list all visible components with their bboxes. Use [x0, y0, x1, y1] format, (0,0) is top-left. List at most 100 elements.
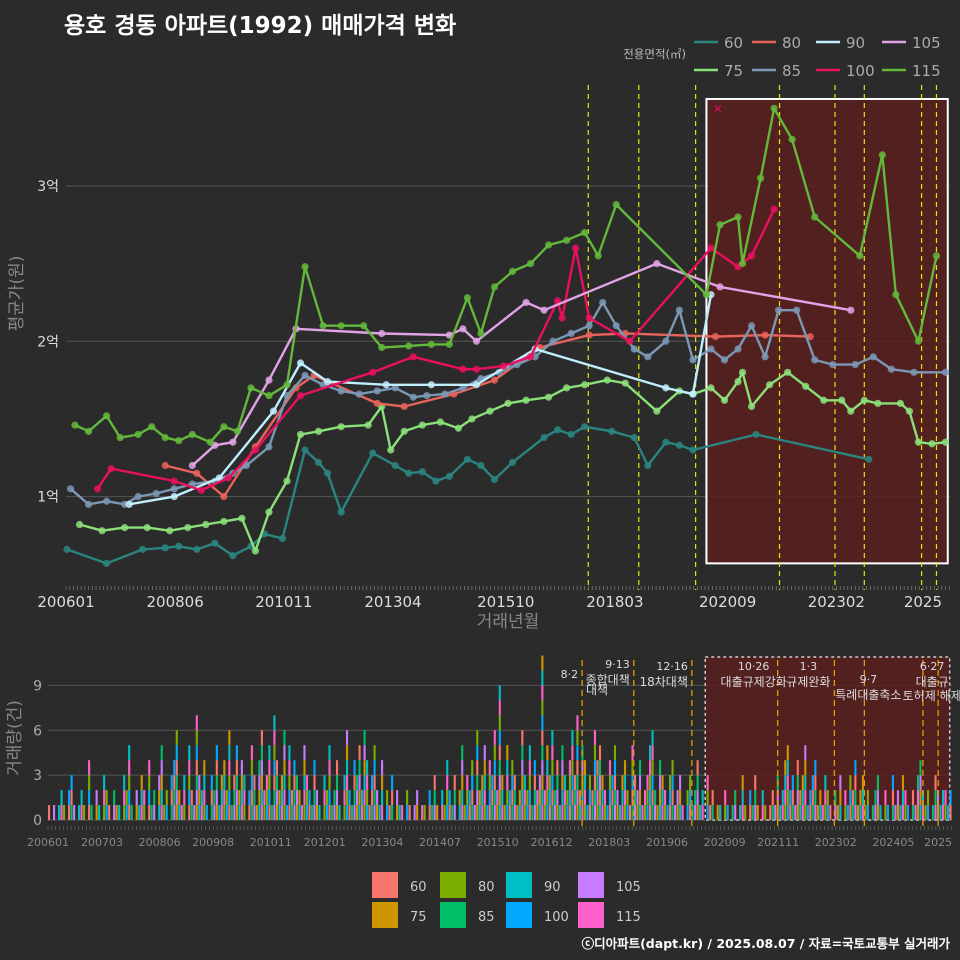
data-point: [337, 387, 345, 395]
volume-bar: [906, 805, 910, 820]
volume-bar: [576, 805, 579, 820]
volume-bar: [531, 805, 534, 820]
data-point: [630, 433, 638, 442]
volume-bar: [373, 745, 376, 761]
volume-bar: [265, 775, 268, 791]
volume-bar: [819, 790, 822, 806]
bar-legend-item-100: 100: [506, 902, 569, 928]
volume-bar: [70, 775, 73, 791]
volume-bar: [203, 760, 206, 776]
data-point: [508, 458, 517, 467]
volume-bar: [521, 790, 524, 806]
volume-bar: [273, 745, 276, 761]
volume-bar: [195, 730, 198, 746]
volume-bar: [68, 805, 71, 820]
volume-bar: [330, 805, 334, 820]
data-point: [454, 424, 462, 432]
volume-bar: [80, 790, 83, 806]
volume-bar: [558, 805, 561, 820]
data-point: [585, 331, 593, 339]
volume-bar: [506, 760, 509, 776]
volume-bar: [88, 805, 91, 820]
volume-bar: [250, 805, 253, 820]
data-point: [427, 340, 435, 348]
volume-bar: [228, 745, 231, 761]
volume-bar: [926, 790, 930, 806]
volume-bar: [260, 790, 263, 806]
data-point: [847, 407, 855, 415]
volume-bar: [513, 790, 516, 806]
volume-bar: [571, 760, 574, 776]
policy-date: 9·7: [860, 673, 878, 686]
volume-bar: [774, 805, 777, 820]
data-point: [581, 423, 589, 431]
volume-bar: [541, 805, 544, 820]
volume-bar: [428, 805, 431, 820]
data-point: [314, 458, 323, 467]
volume-bar: [175, 730, 178, 746]
policy-label: 토허제 해제: [903, 689, 960, 703]
volume-bar: [180, 805, 183, 820]
volume-bar: [373, 805, 376, 820]
bar-x-tick-label: 201510: [477, 836, 519, 849]
volume-bar: [288, 775, 291, 791]
volume-bar: [366, 805, 369, 820]
volume-bar: [588, 790, 592, 806]
volume-bar: [413, 805, 416, 820]
volume-bar: [576, 715, 579, 731]
volume-bar: [596, 790, 599, 806]
data-point: [486, 407, 494, 415]
data-point: [445, 472, 453, 480]
volume-bar: [160, 775, 163, 791]
volume-bar: [648, 760, 652, 776]
series-60: [63, 423, 873, 567]
volume-bar: [541, 715, 544, 731]
volume-bar: [866, 790, 869, 806]
data-point: [143, 524, 151, 532]
volume-bar: [295, 790, 299, 806]
volume-bar: [381, 775, 384, 791]
volume-bar: [719, 805, 722, 820]
volume-bar: [874, 805, 877, 820]
volume-bar: [593, 745, 597, 761]
data-point: [892, 291, 900, 299]
volume-bar: [506, 790, 509, 806]
data-point: [188, 430, 196, 439]
bar-legend-label: 85: [478, 910, 495, 925]
volume-bar: [188, 805, 191, 820]
volume-bar: [481, 775, 484, 791]
volume-bar: [260, 805, 263, 820]
data-point: [75, 520, 84, 529]
volume-bar: [779, 805, 782, 820]
volume-bar: [784, 760, 787, 776]
data-point: [914, 337, 923, 345]
volume-bar: [541, 730, 544, 746]
bar-legend-item-80: 80: [440, 872, 495, 898]
data-point: [865, 455, 873, 463]
volume-bar: [238, 790, 241, 806]
bar-legend-label: 105: [616, 880, 641, 895]
volume-bar: [60, 790, 63, 806]
volume-bar: [724, 805, 727, 820]
data-point: [869, 353, 877, 361]
volume-bar: [654, 790, 657, 806]
volume-bar: [175, 745, 178, 761]
data-point: [581, 228, 589, 237]
volume-bar: [571, 805, 574, 820]
volume-bar: [290, 790, 294, 806]
volume-bar: [240, 805, 243, 820]
policy-text: 토허제 해제: [903, 689, 960, 703]
volume-bar: [834, 790, 837, 806]
volume-bar: [563, 790, 566, 806]
volume-bar: [606, 805, 609, 820]
bar-legend-label: 75: [410, 910, 427, 925]
volume-bar: [556, 805, 559, 820]
volume-bar: [541, 760, 544, 776]
data-point: [184, 524, 192, 532]
bar-legend-swatch: [440, 902, 466, 928]
volume-bar: [561, 805, 564, 820]
y-axis-label: 평균가(원): [7, 256, 27, 332]
volume-bar: [566, 805, 569, 820]
volume-bar: [108, 805, 111, 820]
volume-bar: [230, 805, 233, 820]
